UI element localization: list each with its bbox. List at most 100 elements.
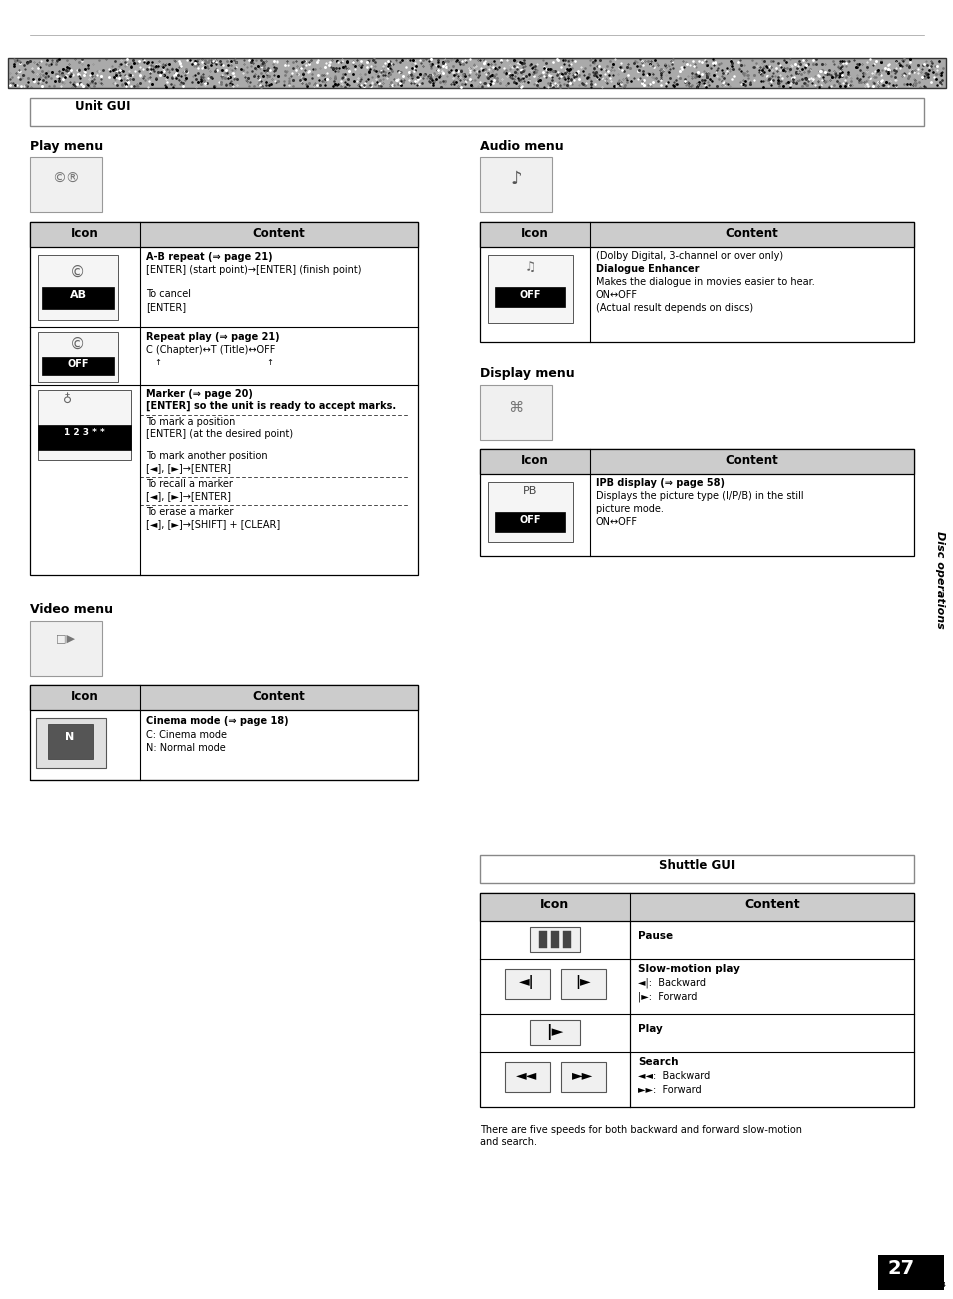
Text: Slow-motion play: Slow-motion play xyxy=(638,964,740,974)
Text: (Actual result depends on discs): (Actual result depends on discs) xyxy=(596,303,752,313)
Bar xyxy=(530,1020,579,1044)
Text: ↑: ↑ xyxy=(153,359,161,368)
Text: There are five speeds for both backward and forward slow-motion
and search.: There are five speeds for both backward … xyxy=(479,1125,801,1147)
Text: |►:  Forward: |►: Forward xyxy=(638,992,697,1003)
Bar xyxy=(30,222,417,247)
Bar xyxy=(30,685,417,711)
Bar xyxy=(8,58,945,88)
Bar xyxy=(479,449,913,556)
Text: ON↔OFF: ON↔OFF xyxy=(596,290,638,300)
Bar xyxy=(562,931,571,948)
Text: [ENTER] (start point)→[ENTER] (finish point): [ENTER] (start point)→[ENTER] (finish po… xyxy=(146,265,361,275)
Text: [◄], [►]→[ENTER]: [◄], [►]→[ENTER] xyxy=(146,491,231,501)
Bar xyxy=(30,222,417,575)
Text: Content: Content xyxy=(725,227,778,240)
Text: OFF: OFF xyxy=(518,290,540,300)
Text: Content: Content xyxy=(743,898,799,911)
Bar xyxy=(42,287,113,309)
Text: picture mode.: picture mode. xyxy=(596,504,663,514)
Bar xyxy=(48,724,92,759)
Text: Cinema mode (⇒ page 18): Cinema mode (⇒ page 18) xyxy=(146,716,289,726)
Text: Search: Search xyxy=(638,1057,678,1066)
Bar xyxy=(38,425,131,449)
Text: |►: |► xyxy=(575,976,590,989)
Text: ⌘: ⌘ xyxy=(508,400,523,414)
Text: AB: AB xyxy=(70,290,87,300)
Bar xyxy=(30,685,417,779)
Text: |►: |► xyxy=(546,1024,563,1040)
Text: N: N xyxy=(66,733,74,742)
Bar xyxy=(551,931,558,948)
Bar xyxy=(30,97,923,126)
Text: Display menu: Display menu xyxy=(479,368,574,381)
Text: [◄], [►]→[ENTER]: [◄], [►]→[ENTER] xyxy=(146,462,231,473)
Text: Icon: Icon xyxy=(520,227,548,240)
Bar xyxy=(479,157,552,212)
Bar xyxy=(30,157,102,212)
Text: ©: © xyxy=(71,336,86,352)
Text: [ENTER] (at the desired point): [ENTER] (at the desired point) xyxy=(146,429,293,439)
Text: N: Normal mode: N: Normal mode xyxy=(146,743,226,753)
Text: ►►: ►► xyxy=(572,1068,593,1082)
Text: To mark a position: To mark a position xyxy=(146,417,235,427)
Text: (Dolby Digital, 3-channel or over only): (Dolby Digital, 3-channel or over only) xyxy=(596,251,782,261)
Text: 27: 27 xyxy=(887,1259,914,1278)
Text: A-B repeat (⇒ page 21): A-B repeat (⇒ page 21) xyxy=(146,252,273,262)
Text: Content: Content xyxy=(253,690,305,703)
Text: Icon: Icon xyxy=(71,690,99,703)
Text: ON↔OFF: ON↔OFF xyxy=(596,517,638,527)
Text: C (Chapter)↔T (Title)↔OFF: C (Chapter)↔T (Title)↔OFF xyxy=(146,346,275,355)
Bar xyxy=(479,385,552,440)
Text: C: Cinema mode: C: Cinema mode xyxy=(146,730,227,740)
Text: IPB display (⇒ page 58): IPB display (⇒ page 58) xyxy=(596,478,724,488)
Text: Dialogue Enhancer: Dialogue Enhancer xyxy=(596,264,699,274)
Text: ◄|:  Backward: ◄|: Backward xyxy=(638,978,705,989)
Bar xyxy=(30,621,102,675)
Text: 1 2 3 * *: 1 2 3 * * xyxy=(64,427,104,436)
Text: Pause: Pause xyxy=(638,931,673,940)
Text: ◄|: ◄| xyxy=(518,976,535,989)
Bar xyxy=(560,1063,605,1092)
Text: Shuttle GUI: Shuttle GUI xyxy=(659,859,735,872)
Text: ◄◄:  Backward: ◄◄: Backward xyxy=(638,1070,709,1081)
Bar xyxy=(38,390,131,460)
Text: OFF: OFF xyxy=(67,359,89,369)
Text: [ENTER] so the unit is ready to accept marks.: [ENTER] so the unit is ready to accept m… xyxy=(146,401,395,412)
Text: [ENTER]: [ENTER] xyxy=(146,301,186,312)
Bar xyxy=(488,255,573,323)
Bar xyxy=(488,482,573,542)
Text: ♁: ♁ xyxy=(63,394,72,407)
Bar xyxy=(504,969,550,999)
Text: Icon: Icon xyxy=(71,227,99,240)
Text: □▶: □▶ xyxy=(56,633,75,643)
Text: ◄◄: ◄◄ xyxy=(516,1068,537,1082)
Text: ♪: ♪ xyxy=(510,170,521,188)
Bar xyxy=(538,931,546,948)
Bar xyxy=(495,287,564,307)
Text: ©®: ©® xyxy=(52,171,80,186)
Text: Makes the dialogue in movies easier to hear.: Makes the dialogue in movies easier to h… xyxy=(596,277,814,287)
Bar xyxy=(479,855,913,883)
Text: Icon: Icon xyxy=(520,453,548,468)
Bar xyxy=(38,333,118,382)
Bar xyxy=(504,1063,550,1092)
Text: To cancel: To cancel xyxy=(146,288,191,299)
Bar xyxy=(479,222,913,342)
Text: PB: PB xyxy=(522,486,537,496)
Text: RQT5824: RQT5824 xyxy=(913,1282,945,1289)
Text: Content: Content xyxy=(725,453,778,468)
Text: Video menu: Video menu xyxy=(30,603,112,616)
Text: Play menu: Play menu xyxy=(30,140,103,153)
Bar xyxy=(877,1255,943,1290)
Bar xyxy=(479,222,913,247)
Text: Repeat play (⇒ page 21): Repeat play (⇒ page 21) xyxy=(146,333,279,342)
Text: Audio menu: Audio menu xyxy=(479,140,563,153)
Text: To erase a marker: To erase a marker xyxy=(146,507,233,517)
Text: Content: Content xyxy=(253,227,305,240)
Bar xyxy=(42,357,113,375)
Text: Displays the picture type (I/P/B) in the still: Displays the picture type (I/P/B) in the… xyxy=(596,491,802,501)
Text: [◄], [►]→[SHIFT] + [CLEAR]: [◄], [►]→[SHIFT] + [CLEAR] xyxy=(146,520,280,529)
Bar xyxy=(479,892,913,921)
Text: ♫: ♫ xyxy=(524,261,535,274)
Text: ↑: ↑ xyxy=(266,359,273,368)
